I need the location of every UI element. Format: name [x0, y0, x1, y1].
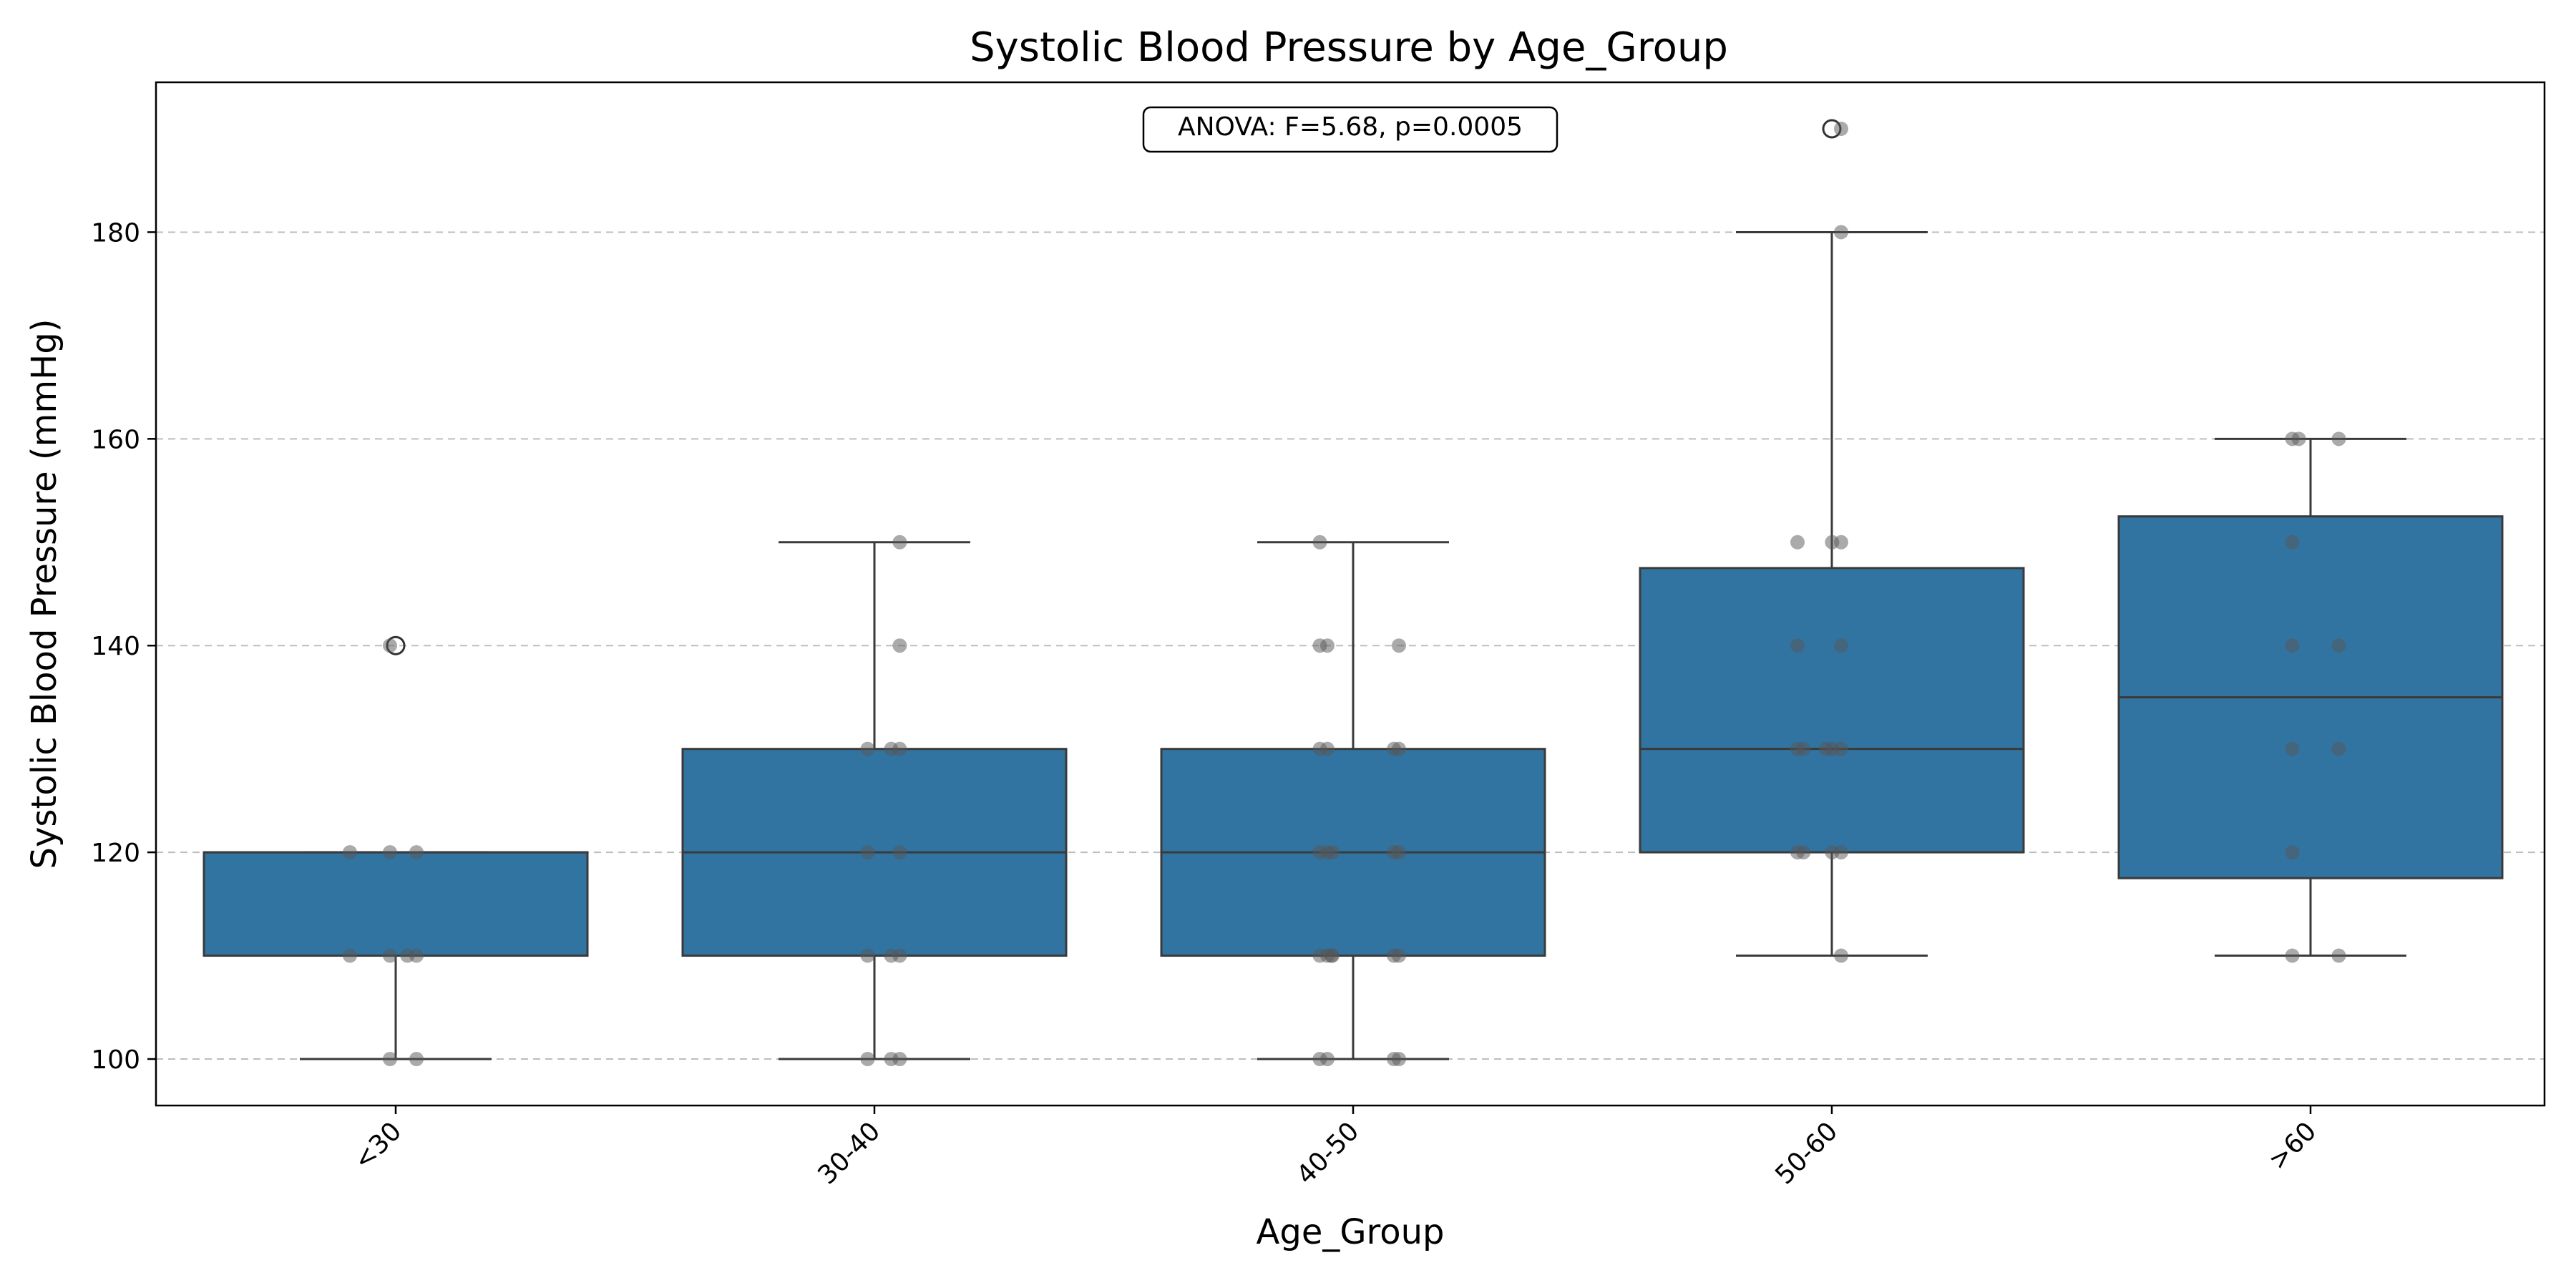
- data-point: [1834, 948, 1848, 963]
- anova-annotation-box: [1142, 106, 1558, 153]
- anova-annotation: ANOVA: F=5.68, p=0.0005: [1178, 112, 1523, 142]
- data-point: [1387, 741, 1401, 756]
- data-point: [1790, 638, 1805, 653]
- data-point: [1387, 1052, 1401, 1066]
- data-point: [892, 535, 907, 550]
- data-point: [2331, 948, 2346, 963]
- data-point: [1834, 122, 1848, 136]
- data-point: [2331, 431, 2346, 447]
- x-tick-label: >60: [2263, 1116, 2323, 1176]
- y-tick-label: 100: [91, 1045, 140, 1075]
- data-point: [343, 845, 357, 860]
- data-point: [2291, 431, 2306, 447]
- data-point: [1320, 638, 1335, 653]
- data-point: [2285, 638, 2300, 653]
- data-point: [860, 1052, 875, 1066]
- x-tick-label: 50-60: [1770, 1116, 1843, 1190]
- data-point: [2285, 845, 2300, 860]
- y-tick-label: 120: [91, 839, 140, 868]
- data-point: [884, 1052, 899, 1066]
- x-tick-label: 40-50: [1291, 1116, 1365, 1190]
- data-point: [860, 845, 875, 860]
- y-tick-label: 180: [91, 218, 140, 248]
- data-point: [860, 948, 875, 963]
- data-point: [409, 845, 424, 860]
- box-iqr: [1639, 567, 2025, 854]
- data-point: [1834, 638, 1848, 653]
- data-point: [343, 948, 357, 963]
- y-tick-label: 160: [91, 425, 140, 454]
- data-point: [2285, 535, 2300, 550]
- data-point: [2331, 638, 2346, 653]
- y-axis-label: Systolic Blood Pressure (mmHg): [24, 319, 64, 869]
- data-point: [1825, 535, 1840, 550]
- data-point: [1312, 535, 1327, 550]
- data-point: [860, 741, 875, 756]
- data-point: [1819, 741, 1833, 756]
- data-point: [1324, 948, 1339, 963]
- data-point: [1387, 845, 1401, 860]
- data-point: [1387, 948, 1401, 963]
- x-axis-label: Age_Group: [1257, 1212, 1445, 1252]
- data-point: [383, 638, 397, 653]
- x-tick-label: <30: [348, 1116, 408, 1176]
- y-tick-label: 140: [91, 632, 140, 661]
- data-point: [884, 741, 899, 756]
- data-point: [1825, 845, 1840, 860]
- data-point: [1796, 845, 1811, 860]
- data-point: [2285, 741, 2300, 756]
- data-point: [409, 1052, 424, 1066]
- box-iqr: [203, 851, 589, 957]
- data-point: [1834, 225, 1848, 240]
- data-point: [400, 948, 415, 963]
- data-point: [1796, 741, 1811, 756]
- chart-title: Systolic Blood Pressure by Age_Group: [970, 24, 1728, 71]
- data-point: [383, 845, 397, 860]
- data-point: [1320, 741, 1335, 756]
- plot-area: [155, 81, 2546, 1107]
- data-point: [1790, 535, 1805, 550]
- data-point: [892, 638, 907, 653]
- data-point: [884, 948, 899, 963]
- data-point: [1325, 845, 1340, 860]
- data-point: [383, 1052, 397, 1066]
- data-point: [2331, 741, 2346, 756]
- data-point: [892, 845, 907, 860]
- x-tick-label: 30-40: [812, 1116, 886, 1190]
- data-point: [2285, 948, 2300, 963]
- data-point: [1392, 638, 1406, 653]
- data-point: [383, 948, 397, 963]
- data-point: [1320, 1052, 1335, 1066]
